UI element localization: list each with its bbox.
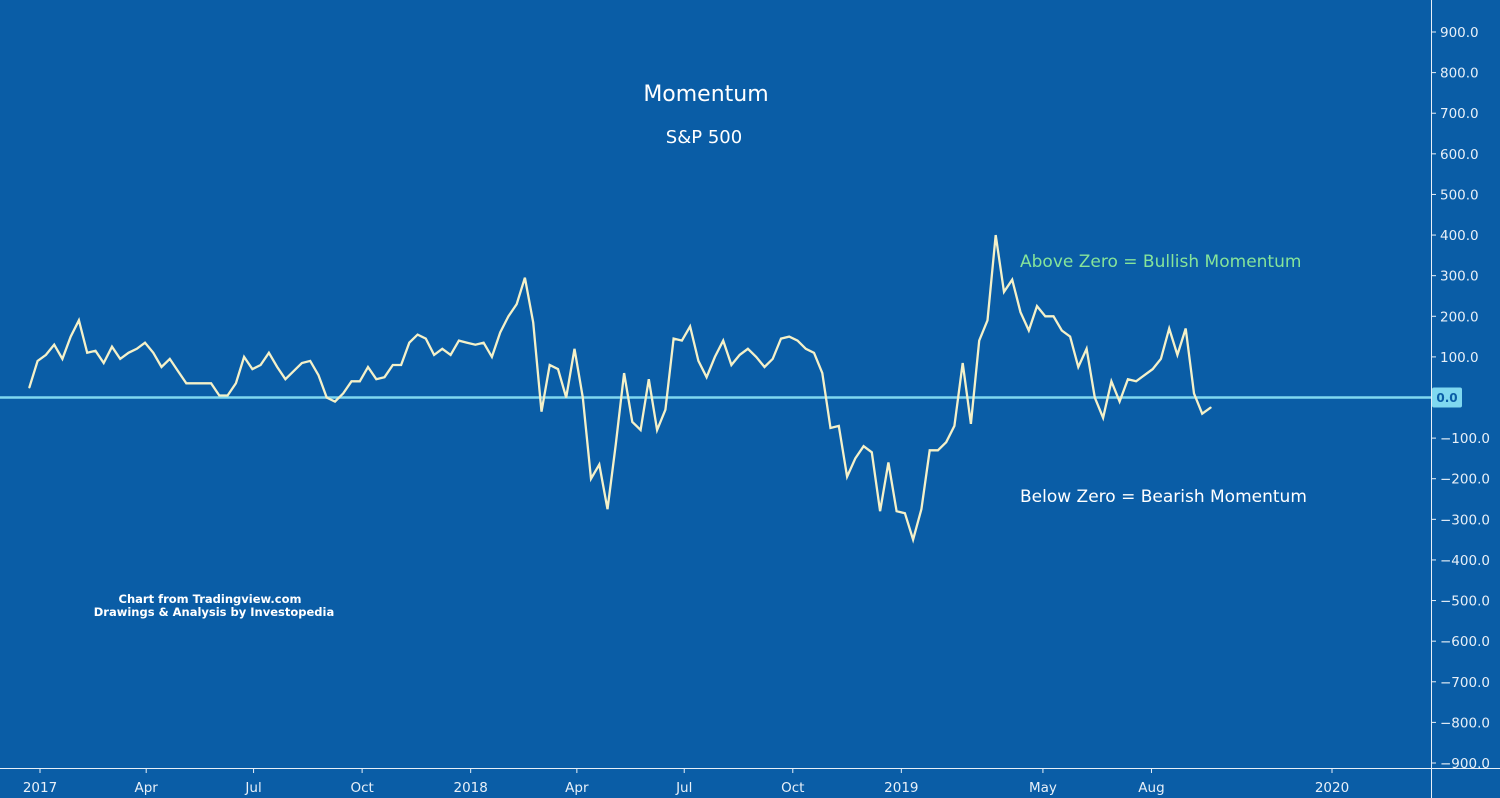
zero-line-layer: 0.0: [0, 387, 1462, 408]
y-tick-label: 500.0: [1440, 187, 1479, 203]
y-tick-label: −600.0: [1440, 634, 1490, 650]
y-tick-label: −400.0: [1440, 553, 1490, 569]
y-tick-label: 900.0: [1440, 25, 1479, 41]
x-tick-label: Jul: [675, 780, 692, 796]
credit-line-2: Drawings & Analysis by Investopedia: [94, 605, 334, 619]
x-tick-label: May: [1029, 780, 1057, 796]
x-tick-label: Oct: [781, 780, 804, 796]
x-tick-label: 2017: [23, 780, 57, 796]
bearish-annotation: Below Zero = Bearish Momentum: [1020, 487, 1307, 507]
x-tick-label: Oct: [350, 780, 373, 796]
y-tick-label: 800.0: [1440, 66, 1479, 82]
x-tick-label: Apr: [135, 780, 159, 796]
y-tick-label: 200.0: [1440, 309, 1479, 325]
y-tick-label: −100.0: [1440, 431, 1490, 447]
y-tick-label: −500.0: [1440, 594, 1490, 610]
momentum-line: [28, 234, 1212, 544]
zero-value-label: 0.0: [1436, 391, 1457, 405]
y-tick-label: −800.0: [1440, 715, 1490, 731]
zero-value-badge: [1432, 387, 1462, 408]
y-tick-label: −700.0: [1440, 675, 1490, 691]
y-tick-label: 100.0: [1440, 350, 1479, 366]
series-layer: [28, 234, 1212, 544]
bullish-annotation: Above Zero = Bullish Momentum: [1020, 252, 1301, 272]
y-tick-label: −200.0: [1440, 472, 1490, 488]
y-tick-label: −900.0: [1440, 756, 1490, 772]
x-tick-label: 2019: [884, 780, 918, 796]
x-tick-label: Jul: [244, 780, 261, 796]
x-tick-label: Aug: [1138, 780, 1164, 796]
y-tick-label: 600.0: [1440, 147, 1479, 163]
x-tick-label: Apr: [565, 780, 589, 796]
y-tick-label: 700.0: [1440, 106, 1479, 122]
x-tick-label: 2020: [1315, 780, 1349, 796]
y-tick-label: 300.0: [1440, 269, 1479, 285]
credit-line-1: Chart from Tradingview.com: [119, 592, 302, 606]
y-tick-label: 400.0: [1440, 228, 1479, 244]
x-tick-label: 2018: [453, 780, 487, 796]
chart-subtitle: S&P 500: [666, 127, 742, 148]
chart-title: Momentum: [643, 82, 768, 107]
y-tick-label: −300.0: [1440, 512, 1490, 528]
